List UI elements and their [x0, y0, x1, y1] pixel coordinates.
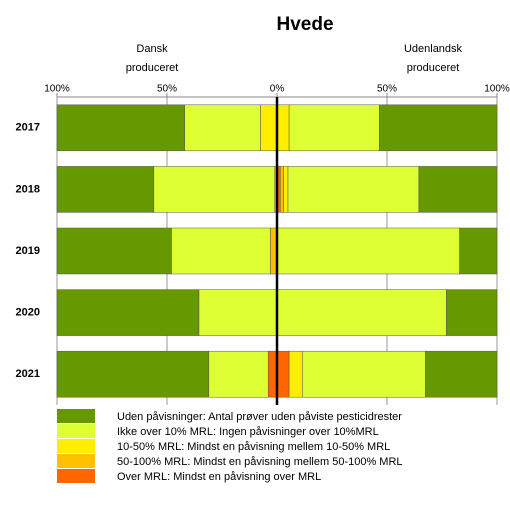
y-tick-label: 2017 — [16, 122, 40, 134]
right-label: produceret — [407, 62, 460, 74]
x-tick-label: 100% — [44, 84, 70, 95]
legend-swatch — [57, 409, 95, 423]
right-label: Udenlandsk — [404, 43, 463, 55]
left-label: produceret — [126, 62, 179, 74]
legend-swatch — [57, 424, 95, 438]
legend-label: 10-50% MRL: Mindst en påvisning mellem 1… — [117, 441, 390, 453]
legend-swatch — [57, 469, 95, 483]
bar-segment — [288, 350, 303, 398]
x-tick-label: 0% — [270, 84, 285, 95]
x-tick-label: 50% — [157, 84, 177, 95]
left-label: Dansk — [136, 43, 168, 55]
legend-label: 50-100% MRL: Mindst en påvisning mellem … — [117, 456, 403, 468]
legend-label: Over MRL: Mindst en påvisning over MRL — [117, 471, 321, 483]
chart-title: Hvede — [276, 14, 333, 35]
bar-segment — [418, 166, 498, 213]
bar-segment — [260, 104, 278, 152]
bar-segment — [56, 350, 210, 398]
bar-segment — [56, 227, 172, 275]
x-tick-label: 50% — [377, 84, 397, 95]
legend-label: Uden påvisninger: Antal prøver uden påvi… — [117, 411, 402, 423]
bar-segment — [56, 166, 155, 213]
y-tick-label: 2021 — [16, 368, 40, 380]
y-tick-label: 2020 — [16, 307, 40, 319]
bar-segment — [288, 104, 380, 152]
x-tick-label: 100% — [484, 84, 510, 95]
legend-swatch — [57, 454, 95, 468]
bar-segment — [276, 289, 447, 336]
bar-segment — [425, 350, 498, 398]
bar-segment — [459, 227, 498, 275]
bar-segment — [153, 166, 276, 213]
legend-swatch — [57, 439, 95, 453]
bar-segment — [283, 166, 289, 213]
bar-segment — [56, 104, 185, 152]
bar-segment — [276, 104, 290, 152]
bar-segment — [276, 350, 290, 398]
bar-segment — [302, 350, 426, 398]
bar-segment — [171, 227, 271, 275]
bar-segment — [208, 350, 269, 398]
bar-segment — [287, 166, 420, 213]
y-tick-label: 2018 — [16, 183, 40, 195]
bar-segment — [184, 104, 261, 152]
bar-segment — [379, 104, 498, 152]
y-tick-label: 2019 — [16, 245, 40, 257]
bar-segment — [446, 289, 498, 336]
bar-segment — [276, 227, 460, 275]
legend-label: Ikke over 10% MRL: Ingen påvisninger ove… — [117, 426, 379, 438]
bar-segment — [267, 350, 278, 398]
bar-segment — [56, 289, 200, 336]
bar-segment — [198, 289, 278, 336]
bar-segment — [280, 166, 284, 213]
